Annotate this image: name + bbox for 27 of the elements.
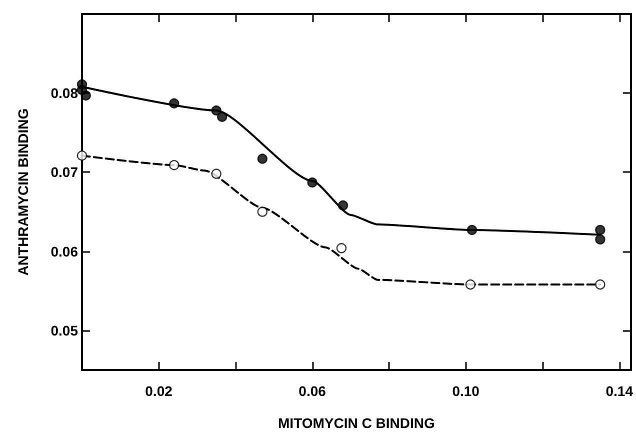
point <box>211 105 222 116</box>
x-tick-label: 0.06 <box>298 383 326 399</box>
point <box>465 279 476 290</box>
point <box>169 160 180 170</box>
x-tick-label: 0.10 <box>452 383 480 399</box>
point <box>76 150 88 161</box>
point <box>211 168 222 179</box>
y-tick-label: 0.06 <box>50 243 78 260</box>
point <box>336 243 347 254</box>
y-tick-label: 0.08 <box>50 85 78 102</box>
y-axis-title: ANTHRAMYCIN BINDING <box>15 108 31 276</box>
point <box>595 224 606 236</box>
point <box>307 177 318 188</box>
x-tick-label: 0.14 <box>606 383 634 399</box>
x-axis-title: MITOMYCIN C BINDING <box>278 415 435 431</box>
point <box>338 200 348 211</box>
y-tick-label: 0.07 <box>50 164 78 180</box>
point <box>466 224 478 236</box>
point <box>257 206 268 217</box>
x-tick-label: 0.02 <box>145 383 173 399</box>
point <box>257 154 268 164</box>
point <box>169 98 180 108</box>
point <box>595 279 606 290</box>
y-tick-label: 0.05 <box>50 322 78 338</box>
point <box>217 112 228 122</box>
point <box>80 90 91 101</box>
point <box>595 234 606 245</box>
